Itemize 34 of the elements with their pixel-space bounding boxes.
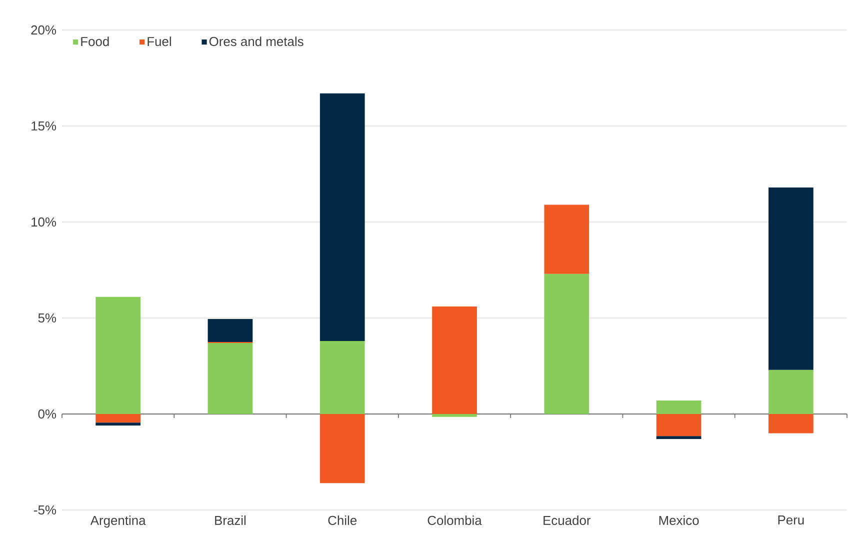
x-tick-label: Argentina <box>90 516 146 528</box>
bar <box>96 296 140 414</box>
bar <box>656 436 702 439</box>
x-tick-label: Ecuador <box>544 516 591 526</box>
y-tick-label: 5% <box>38 313 56 323</box>
bar <box>768 187 814 370</box>
bar <box>432 306 477 414</box>
bar <box>432 414 477 417</box>
bar <box>320 341 365 414</box>
x-tick-label: Brazil <box>215 516 246 526</box>
x-tick-label: Chile <box>328 516 357 526</box>
y-tick-label: 20% <box>31 25 56 35</box>
bar <box>320 414 365 484</box>
y-tick-label: 15% <box>32 121 56 131</box>
x-tick-label: Colombia <box>428 516 482 526</box>
bar <box>656 400 702 414</box>
bar <box>768 370 814 414</box>
bar <box>208 318 253 342</box>
bar <box>656 414 702 436</box>
bar <box>320 93 365 342</box>
bar <box>544 274 590 414</box>
legend-label: Food <box>81 36 109 46</box>
bar <box>544 204 590 274</box>
y-tick-label: 0% <box>38 409 56 419</box>
bar <box>208 342 253 414</box>
legend-label: Ores and metals <box>209 36 304 46</box>
y-tick-label: 10% <box>32 217 56 227</box>
bar <box>96 422 140 426</box>
bar <box>768 414 814 434</box>
x-tick-label: Peru <box>778 516 804 525</box>
bar <box>96 414 140 423</box>
x-tick-label: Mexico <box>659 516 699 526</box>
legend-label: Fuel <box>148 36 171 46</box>
y-tick-label: -5% <box>34 505 56 515</box>
